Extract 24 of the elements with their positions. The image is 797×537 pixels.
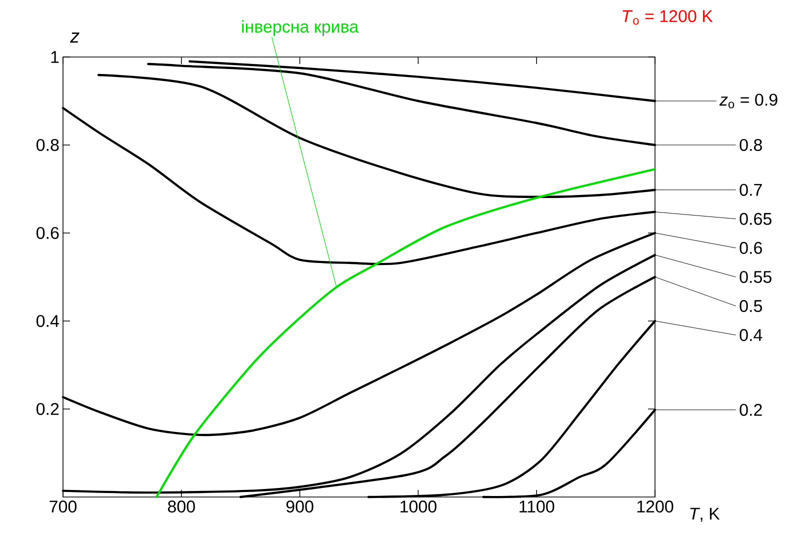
x-tick-label: 1000: [400, 500, 436, 513]
text: 0.5: [740, 300, 762, 312]
legend-label: 0.2: [740, 404, 762, 416]
x-tick-label: 900: [286, 500, 314, 513]
y-tick-label: 0.6: [36, 226, 59, 240]
x-tick-label: 1200: [637, 500, 674, 513]
legend-label: 0.4: [740, 329, 762, 342]
legend-label: 0.7: [740, 184, 762, 196]
x-tick-label: 1100: [520, 500, 554, 513]
y-tick-label: 0.8: [36, 138, 59, 152]
y-tick-label: 0.2: [36, 402, 59, 416]
y-axis-title: z: [70, 32, 80, 43]
legend-label: z$_{o}$ = 0.9: [719, 94, 778, 108]
annotation: інверсна крива: [242, 20, 359, 36]
legend-label: 0.65: [740, 212, 772, 225]
legend-label: 0.8: [740, 138, 762, 152]
y-tick-label: 0.4: [36, 314, 59, 328]
legend-label: 0.6: [740, 242, 762, 254]
x-tick-label: 800: [168, 500, 195, 513]
y-tick-label: 1: [51, 51, 59, 63]
legend-label: 0.55: [740, 270, 772, 284]
x-axis-title: T, K: [690, 508, 720, 522]
text: T$_{o}$ = 1200 K: [622, 10, 713, 25]
x-tick-label: 700: [50, 500, 77, 513]
